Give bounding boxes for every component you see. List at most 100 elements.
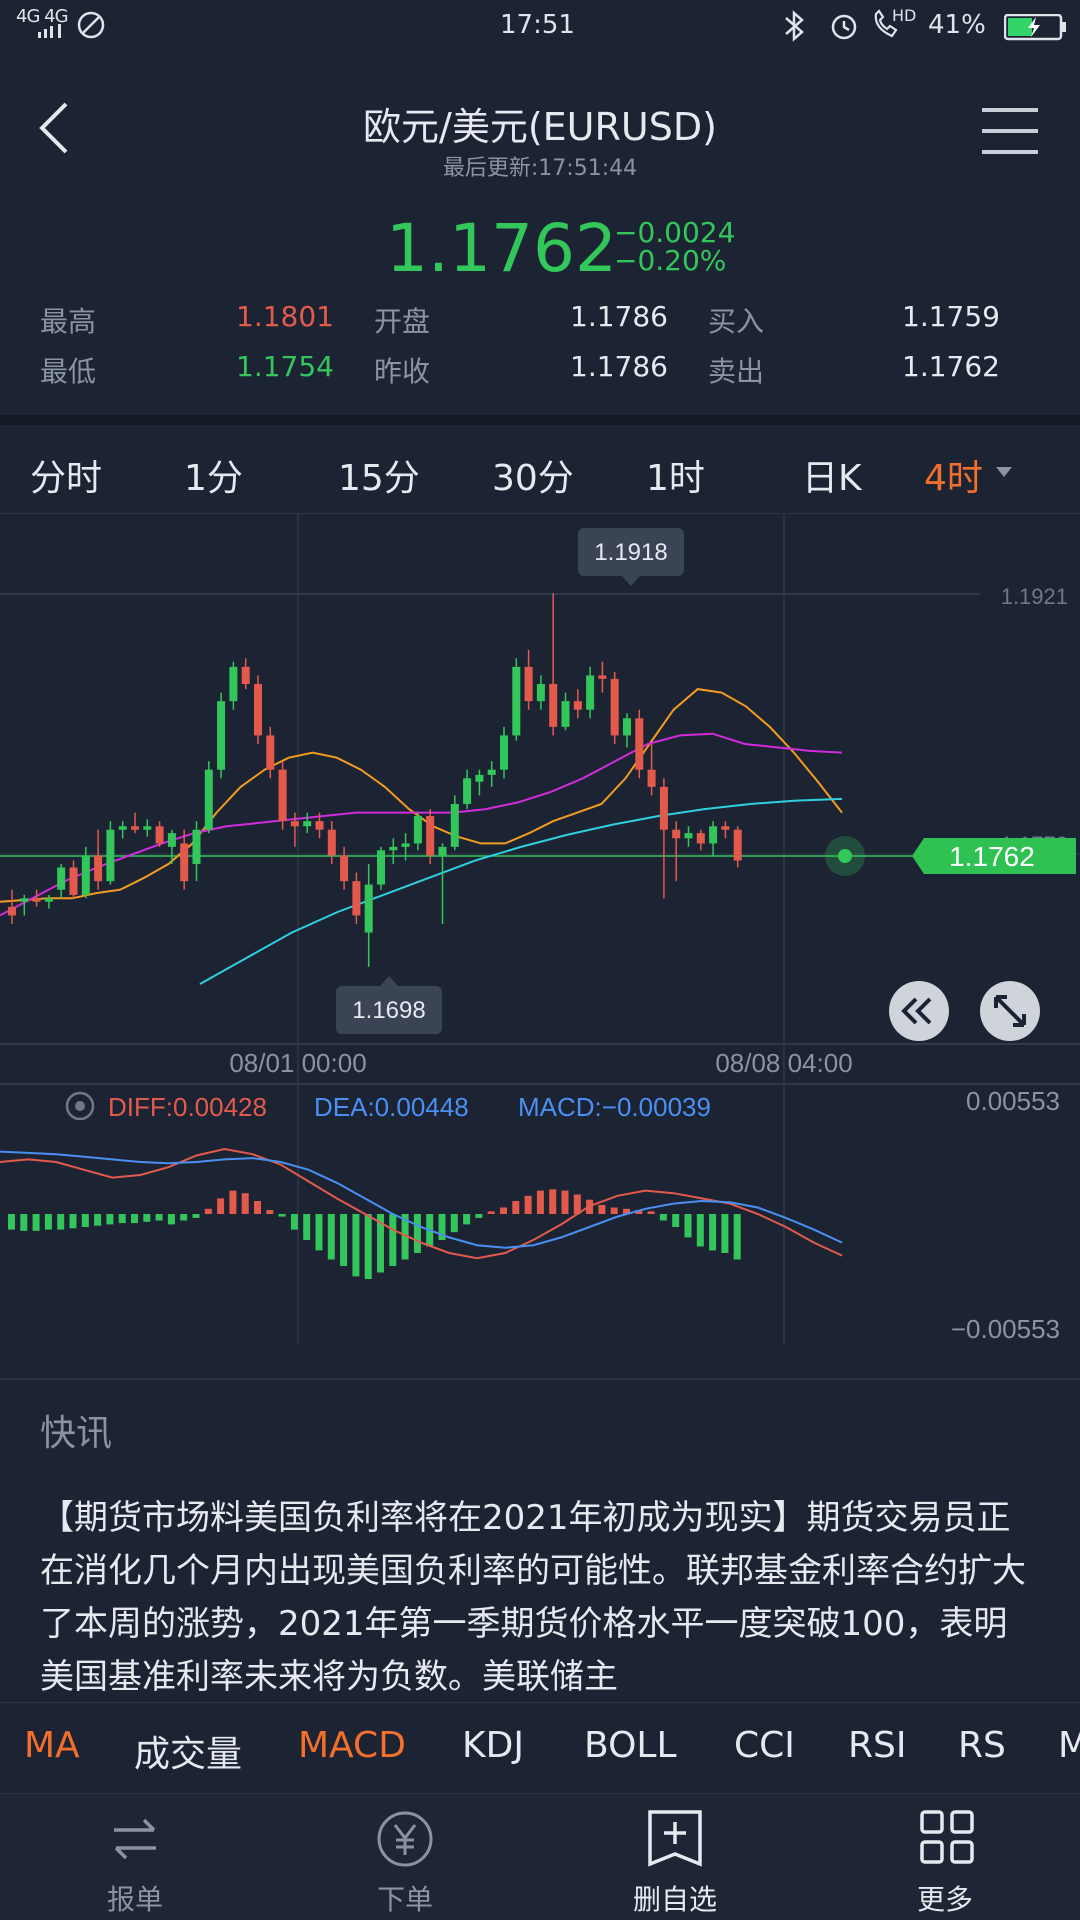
fullscreen-button[interactable] xyxy=(980,981,1040,1041)
current-price-tag xyxy=(912,838,1076,874)
news-section: 快讯 【期货市场料美国负利率将在2021年初成为现实】期货交易员正在消化几个月内… xyxy=(0,1380,1080,1700)
candle xyxy=(549,593,558,736)
macd-bar xyxy=(241,1193,249,1214)
macd-bar xyxy=(8,1214,15,1230)
page-title: 欧元/美元(EURUSD) xyxy=(363,105,717,149)
dropdown-arrow-icon[interactable] xyxy=(994,465,1014,479)
indicator-kdj[interactable]: KDJ xyxy=(462,1725,524,1766)
no-disturb-icon xyxy=(77,11,105,39)
open-value: 1.1786 xyxy=(570,300,668,333)
macd-bar xyxy=(32,1214,40,1231)
indicator-ma[interactable]: MA xyxy=(24,1725,80,1766)
macd-bar xyxy=(684,1214,692,1238)
indicator-rsi[interactable]: RSI xyxy=(848,1725,907,1766)
current-price: 1.1762 xyxy=(386,210,617,287)
nav-more[interactable]: 更多 xyxy=(810,1794,1080,1920)
back-icon[interactable] xyxy=(36,100,72,156)
macd-bar xyxy=(549,1189,557,1214)
tab-4hour[interactable]: 4时 xyxy=(924,458,983,499)
macd-bar xyxy=(303,1214,311,1240)
macd-bar xyxy=(623,1208,630,1214)
timeframe-tabs: 分时 1分 15分 30分 1时 日K 4时 xyxy=(0,425,1080,514)
candlestick-chart[interactable]: 1.1918 1.1698 1.1921 1.1772 1.1762 08/01… xyxy=(0,514,1080,1374)
candle xyxy=(487,761,496,787)
tab-15min[interactable]: 15分 xyxy=(338,458,420,499)
tab-1hour[interactable]: 1时 xyxy=(646,458,705,499)
macd-bar xyxy=(647,1211,655,1214)
macd-bar xyxy=(131,1214,138,1224)
bid-value: 1.1759 xyxy=(902,300,1000,333)
hd-badge: HD xyxy=(892,6,917,25)
indicator-macd[interactable]: MACD xyxy=(298,1725,406,1766)
candle xyxy=(709,821,718,856)
macd-bar xyxy=(500,1207,507,1214)
macd-bar xyxy=(696,1214,704,1247)
macd-bar xyxy=(413,1214,421,1253)
candle xyxy=(20,894,29,916)
macd-bar xyxy=(266,1210,274,1214)
macd-bar xyxy=(180,1214,188,1221)
macd-bar xyxy=(155,1214,163,1221)
macd-axis-top: 0.00553 xyxy=(966,1086,1060,1116)
expand-icon xyxy=(994,995,1026,1027)
ma-line-cyan xyxy=(199,797,843,985)
bookmark-plus-icon xyxy=(648,1810,702,1867)
nav-orders[interactable]: 报单 xyxy=(0,1794,270,1920)
macd-bar xyxy=(20,1214,28,1231)
max-callout: 1.1918 xyxy=(594,539,667,566)
tab-intraday[interactable]: 分时 xyxy=(30,458,103,499)
indicator-boll[interactable]: BOLL xyxy=(584,1725,677,1766)
price-change: −0.0024 xyxy=(614,216,736,249)
macd-bar xyxy=(327,1214,335,1260)
macd-bar xyxy=(733,1214,741,1260)
tab-30min[interactable]: 30分 xyxy=(492,458,574,499)
candle xyxy=(426,809,435,864)
candle xyxy=(463,769,472,810)
chart-canvas[interactable]: 1.1918 1.1698 1.1921 1.1772 1.1762 08/01… xyxy=(0,514,1080,1374)
scroll-to-start-button[interactable] xyxy=(889,981,949,1041)
candle xyxy=(229,661,238,710)
macd-bar xyxy=(352,1214,360,1277)
macd-bar xyxy=(389,1214,397,1266)
dea-line xyxy=(0,1150,843,1249)
indicator-more[interactable]: M xyxy=(1058,1725,1080,1766)
tab-daily[interactable]: 日K xyxy=(802,458,862,499)
macd-bar xyxy=(450,1214,458,1233)
candle xyxy=(536,675,545,710)
axis-label-top: 1.1921 xyxy=(1001,584,1068,609)
nav-place-order[interactable]: 下单 xyxy=(270,1794,540,1920)
macd-bar xyxy=(278,1214,286,1217)
candle xyxy=(512,658,521,741)
candle xyxy=(733,826,742,868)
tab-1min[interactable]: 1分 xyxy=(184,458,243,499)
date-label: 08/01 00:00 xyxy=(229,1048,366,1078)
news-item[interactable]: 【期货市场料美国负利率将在2021年初成为现实】期货交易员正在消化几个月内出现美… xyxy=(40,1498,1026,1697)
diff-line xyxy=(0,1147,843,1260)
candle xyxy=(475,769,484,796)
indicator-volume[interactable]: 成交量 xyxy=(134,1734,243,1775)
candle xyxy=(217,692,226,779)
alarm-icon xyxy=(831,14,857,40)
ask-label: 卖出 xyxy=(708,355,765,388)
diff-label: DIFF:0.00428 xyxy=(108,1092,267,1122)
candle xyxy=(81,846,90,899)
high-label: 最高 xyxy=(40,305,97,338)
prev-close-label: 昨收 xyxy=(374,355,431,388)
macd-bar xyxy=(635,1210,643,1214)
indicator-rs[interactable]: RS xyxy=(958,1725,1006,1766)
indicator-cci[interactable]: CCI xyxy=(734,1725,795,1766)
candle xyxy=(254,675,262,744)
candle xyxy=(180,829,189,890)
macd-bar xyxy=(143,1214,151,1222)
candle xyxy=(44,894,53,909)
macd-bar xyxy=(721,1214,729,1253)
battery-charging-icon xyxy=(1004,14,1066,41)
macd-axis-bottom: −0.00553 xyxy=(951,1314,1060,1344)
candle xyxy=(500,726,508,779)
menu-icon[interactable] xyxy=(982,108,1038,154)
nav-remove-watchlist[interactable]: 删自选 xyxy=(540,1794,810,1920)
low-label: 最低 xyxy=(40,355,97,388)
min-callout-box xyxy=(336,986,442,1034)
candle xyxy=(303,812,312,834)
nav-label: 下单 xyxy=(376,1883,433,1916)
